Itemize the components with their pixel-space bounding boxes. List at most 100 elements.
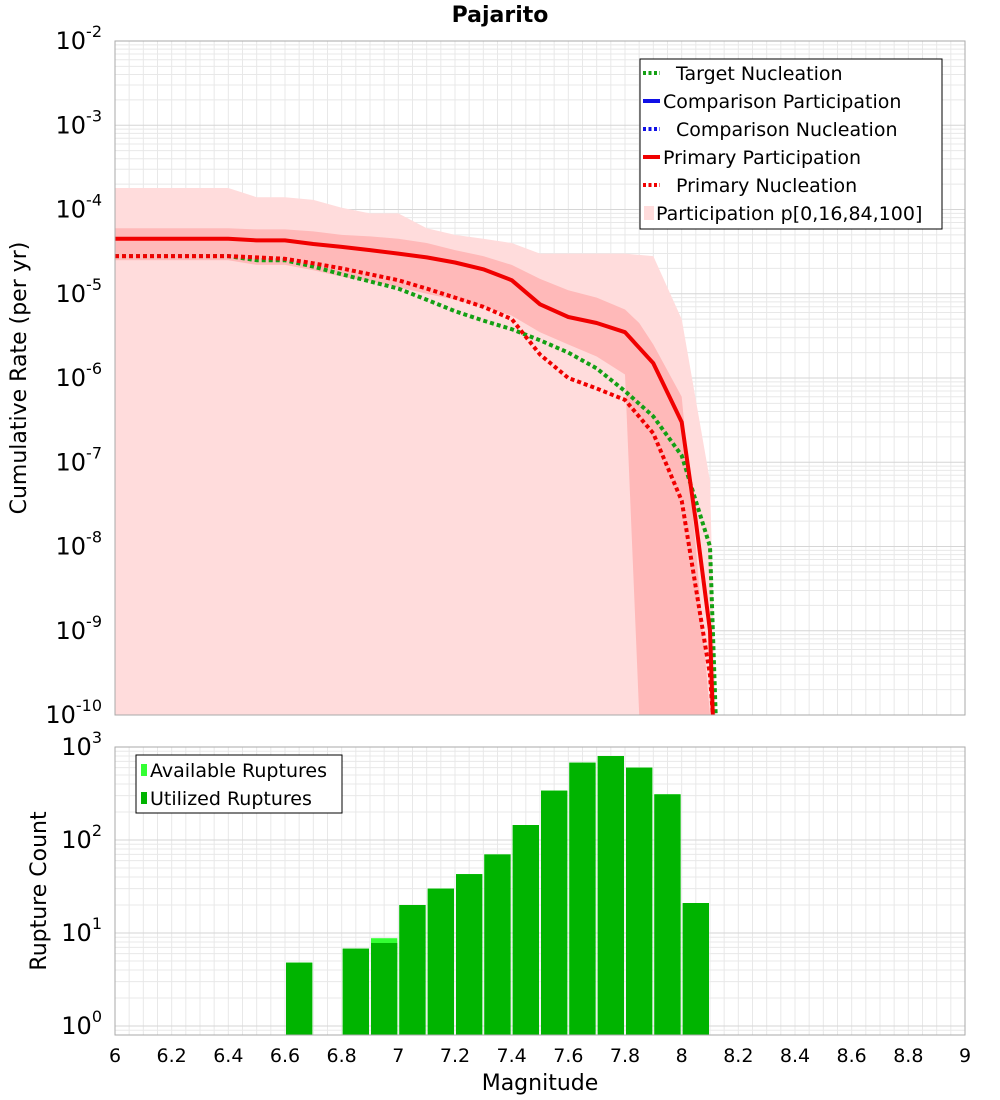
x-tick-label: 6.6 — [270, 1045, 300, 1067]
rate-y-ticks: 10-210-310-410-510-610-710-810-910-10 — [45, 22, 102, 729]
x-tick-label: 7.6 — [553, 1045, 583, 1067]
y-tick-base: 10 — [45, 701, 76, 729]
rate-series — [115, 236, 718, 716]
y-tick-exponent: 1 — [92, 914, 102, 933]
legend-label-primary-participation: Primary Participation — [663, 147, 861, 169]
legend-swatch-participation-p-0-16-84-100 — [644, 206, 654, 220]
bar-utilized-ruptures — [682, 903, 709, 1035]
y-tick-label: 100 — [61, 1007, 102, 1040]
bar-utilized-ruptures — [484, 854, 511, 1035]
x-tick-label: 7.4 — [497, 1045, 527, 1067]
bar-utilized-ruptures — [342, 948, 369, 1035]
y-tick-exponent: 3 — [92, 728, 102, 747]
y-tick-label: 102 — [61, 821, 102, 854]
x-tick-label: 9 — [959, 1045, 971, 1067]
band-p16-p84 — [115, 228, 710, 715]
bar-utilized-ruptures — [569, 762, 596, 1035]
y-tick-exponent: -9 — [86, 612, 102, 631]
x-tick-label: 8.6 — [837, 1045, 867, 1067]
rate-y-axis-label: Cumulative Rate (per yr) — [7, 242, 32, 515]
y-tick-label: 101 — [61, 914, 102, 947]
bar-utilized-ruptures — [626, 767, 653, 1035]
legend-label-comparison-participation: Comparison Participation — [663, 91, 901, 113]
x-tick-label: 6.4 — [213, 1045, 243, 1067]
y-tick-base: 10 — [61, 733, 92, 761]
y-tick-exponent: -4 — [86, 191, 102, 210]
rate-panel: 10-210-310-410-510-610-710-810-910-10 Cu… — [7, 22, 966, 729]
x-tick-label: 6 — [109, 1045, 121, 1067]
bar-utilized-ruptures — [541, 790, 568, 1035]
bar-utilized-ruptures — [371, 943, 398, 1035]
legend-label-utilized-ruptures: Utilized Ruptures — [150, 788, 312, 810]
bar-utilized-ruptures — [654, 794, 681, 1035]
count-legend-box — [135, 754, 343, 814]
y-tick-exponent: -10 — [76, 696, 102, 715]
legend-swatch-available-ruptures — [141, 764, 147, 776]
chart-title: Pajarito — [452, 3, 549, 28]
y-tick-base: 10 — [56, 533, 87, 561]
legend-label-comparison-nucleation: Comparison Nucleation — [676, 119, 898, 141]
y-tick-label: 10-8 — [56, 528, 103, 561]
count-legend: Available Ruptures Utilized Ruptures — [135, 754, 343, 814]
legend-label-available-ruptures: Available Ruptures — [150, 760, 327, 782]
y-tick-base: 10 — [56, 448, 87, 476]
x-tick-label: 6.2 — [157, 1045, 187, 1067]
bar-utilized-ruptures — [286, 962, 313, 1035]
y-tick-label: 10-10 — [45, 696, 102, 729]
bar-utilized-ruptures — [399, 905, 426, 1035]
y-tick-base: 10 — [61, 826, 92, 854]
participation-bands — [115, 188, 716, 715]
y-tick-label: 103 — [61, 728, 102, 761]
y-tick-base: 10 — [56, 280, 87, 308]
rate-legend: Target Nucleation Comparison Participatio… — [639, 58, 943, 230]
y-tick-base: 10 — [56, 196, 87, 224]
y-tick-exponent: -2 — [86, 22, 102, 41]
bar-utilized-ruptures — [456, 874, 483, 1035]
series-primary-nucleation — [115, 254, 715, 716]
legend-label-target-nucleation: Target Nucleation — [675, 63, 843, 85]
legend-label-primary-nucleation: Primary Nucleation — [676, 175, 857, 197]
y-tick-exponent: 0 — [92, 1007, 102, 1026]
y-tick-exponent: -7 — [86, 443, 102, 462]
legend-label-participation-p-0-16-84-100: Participation p[0,16,84,100] — [656, 203, 922, 225]
y-tick-base: 10 — [61, 919, 92, 947]
x-tick-label: 8 — [676, 1045, 688, 1067]
y-tick-exponent: -5 — [86, 275, 102, 294]
x-tick-label: 6.8 — [327, 1045, 357, 1067]
rate-legend-box — [639, 58, 943, 230]
y-tick-label: 10-5 — [56, 275, 103, 308]
y-tick-label: 10-6 — [56, 359, 103, 392]
y-tick-exponent: -6 — [86, 359, 102, 378]
y-tick-exponent: -3 — [86, 106, 102, 125]
y-tick-label: 10-9 — [56, 612, 103, 645]
x-tick-label: 8.4 — [780, 1045, 810, 1067]
x-tick-label: 7.8 — [610, 1045, 640, 1067]
y-tick-base: 10 — [56, 617, 87, 645]
x-tick-label: 8.2 — [723, 1045, 753, 1067]
x-tick-label: 7 — [392, 1045, 404, 1067]
bar-utilized-ruptures — [427, 888, 454, 1035]
series-target-nucleation — [115, 254, 718, 716]
y-tick-exponent: 2 — [92, 821, 102, 840]
count-plot-frame — [114, 746, 966, 1036]
y-tick-exponent: -8 — [86, 528, 102, 547]
y-tick-base: 10 — [56, 111, 87, 139]
y-tick-label: 10-7 — [56, 443, 103, 476]
y-tick-base: 10 — [61, 1012, 92, 1040]
bar-utilized-ruptures — [597, 756, 624, 1035]
x-tick-label: 7.2 — [440, 1045, 470, 1067]
y-tick-label: 10-2 — [56, 22, 103, 55]
series-primary-participation — [115, 236, 715, 716]
count-y-axis-label: Rupture Count — [27, 811, 52, 971]
y-tick-base: 10 — [56, 364, 87, 392]
count-bars — [286, 756, 709, 1035]
legend-swatch-utilized-ruptures — [141, 792, 147, 804]
bar-utilized-ruptures — [512, 825, 539, 1035]
y-tick-label: 10-4 — [56, 191, 103, 224]
y-tick-base: 10 — [56, 27, 87, 55]
count-x-ticks: 6 6.2 6.4 6.6 6.8 7 7.2 7.4 7.6 7.8 8 8.2 8.4 8.6 8.8 9 — [109, 1045, 971, 1067]
x-tick-label: 8.8 — [893, 1045, 923, 1067]
